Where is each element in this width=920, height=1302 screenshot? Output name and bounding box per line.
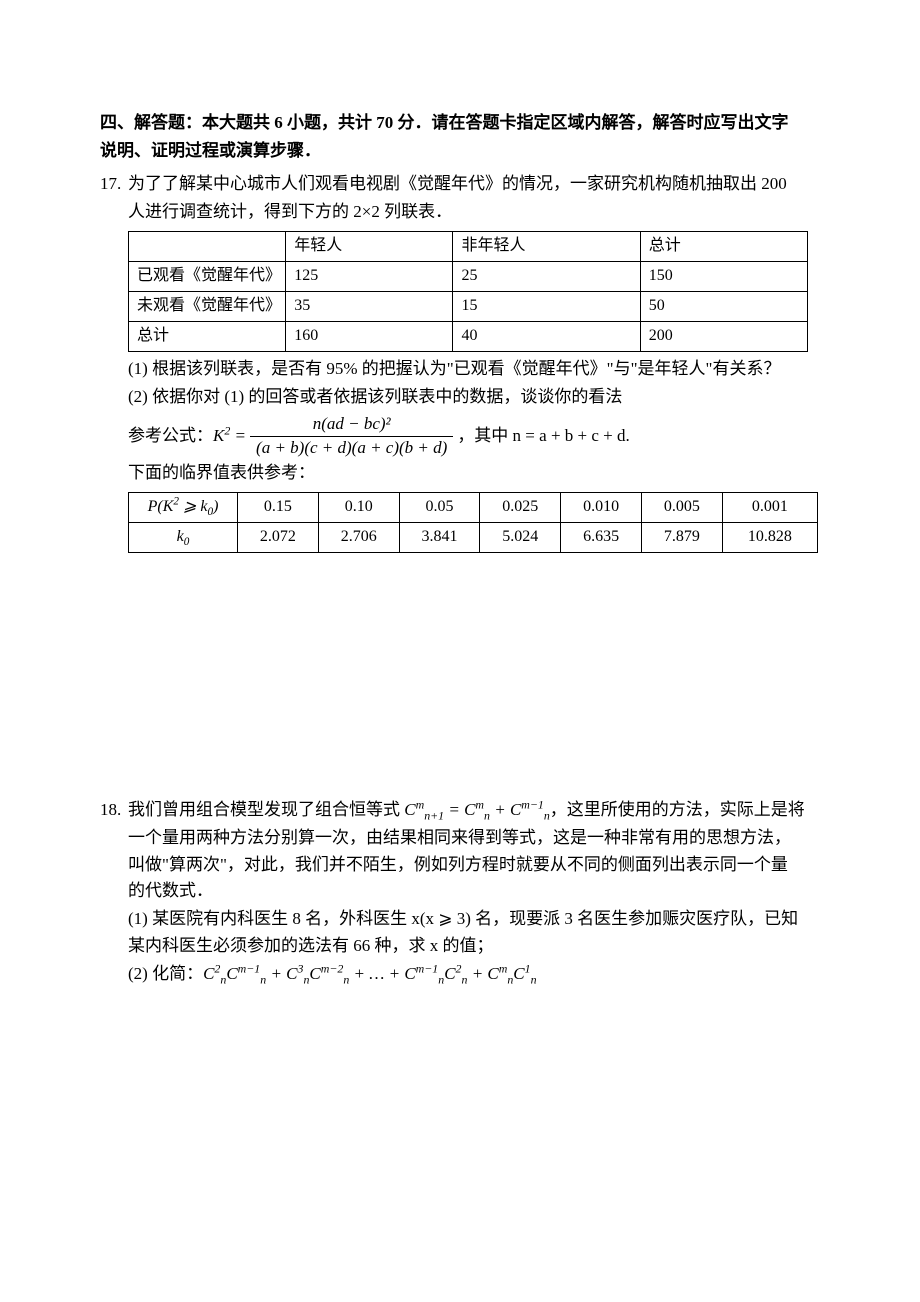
table-cell: 3.841 [399,523,480,553]
q18-line1-suffix: ，这里所使用的方法，实际上是将 [550,800,805,819]
table-cell: 5.024 [480,523,561,553]
formula-prefix: 参考公式： [128,423,213,449]
table-cell: 2.706 [318,523,399,553]
table-cell: 15 [453,291,640,321]
question-18: 18. 我们曾用组合模型发现了组合恒等式 Cmn+1 = Cmn + Cm−1n… [100,797,820,987]
section-heading-line1: 四、解答题：本大题共 6 小题，共计 70 分．请在答题卡指定区域内解答，解答时… [100,110,820,136]
q18-line1-prefix: 我们曾用组合模型发现了组合恒等式 [128,800,404,819]
q18-identity: Cmn+1 = Cmn + Cm−1n [404,800,550,819]
table-cell: 2.072 [238,523,319,553]
table-cell: 已观看《觉醒年代》 [129,262,286,292]
table-row: 总计 160 40 200 [129,321,808,351]
formula-numerator: n(ad − bc)² [250,414,453,436]
table-cell: 125 [286,262,453,292]
table-cell: 年轻人 [286,232,453,262]
blank-answer-space [100,553,820,793]
table-cell: 200 [640,321,807,351]
q18-text-line2: 一个量用两种方法分别算一次，由结果相同来得到等式，这是一种非常有用的思想方法， [128,825,820,851]
question-number-17: 17. [100,171,128,197]
contingency-table: 年轻人 非年轻人 总计 已观看《觉醒年代》 125 25 150 未观看《觉醒年… [128,231,808,351]
q18-sub1-line1: (1) 某医院有内科医生 8 名，外科医生 x(x ⩾ 3) 名，现要派 3 名… [128,906,820,932]
table-cell: 0.05 [399,493,480,523]
question-17: 17. 为了了解某中心城市人们观看电视剧《觉醒年代》的情况，一家研究机构随机抽取… [100,171,820,553]
table-cell: 0.001 [722,493,817,523]
table-cell: 0.10 [318,493,399,523]
section-heading-line2: 说明、证明过程或演算步骤． [100,138,820,164]
q17-text-line1: 为了了解某中心城市人们观看电视剧《觉醒年代》的情况，一家研究机构随机抽取出 20… [128,171,820,197]
table-cell: 6.635 [561,523,642,553]
formula-suffix: ，其中 n = a + b + c + d. [457,423,629,449]
q18-sub1-line2: 某内科医生必须参加的选法有 66 种，求 x 的值； [128,933,820,959]
table-cell: 0.15 [238,493,319,523]
q17-text-line2: 人进行调查统计，得到下方的 2×2 列联表． [128,199,820,225]
table-cell: 25 [453,262,640,292]
table-cell: 35 [286,291,453,321]
q18-sub2: (2) 化简：C2nCm−1n + C3nCm−2n + … + Cm−1nC2… [128,961,820,987]
table-cell: 7.879 [641,523,722,553]
table-cell: 总计 [129,321,286,351]
table-cell: 10.828 [722,523,817,553]
table-cell: P(K2 ⩾ k0) [129,493,238,523]
q17-sub1: (1) 根据该列联表，是否有 95% 的把握认为"已观看《觉醒年代》"与"是年轻… [128,356,820,382]
q17-formula: 参考公式： K2 = n(ad − bc)² (a + b)(c + d)(a … [128,414,820,458]
table-cell: 0.010 [561,493,642,523]
q18-sub2-prefix: (2) 化简： [128,964,203,983]
table-row: k0 2.072 2.706 3.841 5.024 6.635 7.879 1… [129,523,818,553]
question-number-18: 18. [100,797,128,823]
q18-sub2-expression: C2nCm−1n + C3nCm−2n + … + Cm−1nC2n + Cmn… [203,964,536,983]
formula-fraction: n(ad − bc)² (a + b)(c + d)(a + c)(b + d) [250,414,453,458]
table-cell: 总计 [640,232,807,262]
table-cell: 50 [640,291,807,321]
table-cell: 150 [640,262,807,292]
table-row: P(K2 ⩾ k0) 0.15 0.10 0.05 0.025 0.010 0.… [129,493,818,523]
q17-crit-caption: 下面的临界值表供参考： [128,460,820,486]
table-row: 已观看《觉醒年代》 125 25 150 [129,262,808,292]
table-cell: k0 [129,523,238,553]
critical-values-table: P(K2 ⩾ k0) 0.15 0.10 0.05 0.025 0.010 0.… [128,492,818,553]
table-cell: 未观看《觉醒年代》 [129,291,286,321]
table-cell: 160 [286,321,453,351]
table-cell: 非年轻人 [453,232,640,262]
q17-sub2: (2) 依据你对 (1) 的回答或者依据该列联表中的数据，谈谈你的看法 [128,384,820,410]
q18-text-line3: 叫做"算两次"，对此，我们并不陌生，例如列方程时就要从不同的侧面列出表示同一个量 [128,852,820,878]
formula-lhs: K2 = [213,423,246,449]
formula-denominator: (a + b)(c + d)(a + c)(b + d) [250,437,453,458]
q18-text-line4: 的代数式． [128,878,820,904]
table-cell: 0.025 [480,493,561,523]
table-row: 未观看《觉醒年代》 35 15 50 [129,291,808,321]
table-row: 年轻人 非年轻人 总计 [129,232,808,262]
table-cell: 0.005 [641,493,722,523]
table-cell: 40 [453,321,640,351]
q18-text-line1: 我们曾用组合模型发现了组合恒等式 Cmn+1 = Cmn + Cm−1n，这里所… [128,797,820,823]
table-cell [129,232,286,262]
